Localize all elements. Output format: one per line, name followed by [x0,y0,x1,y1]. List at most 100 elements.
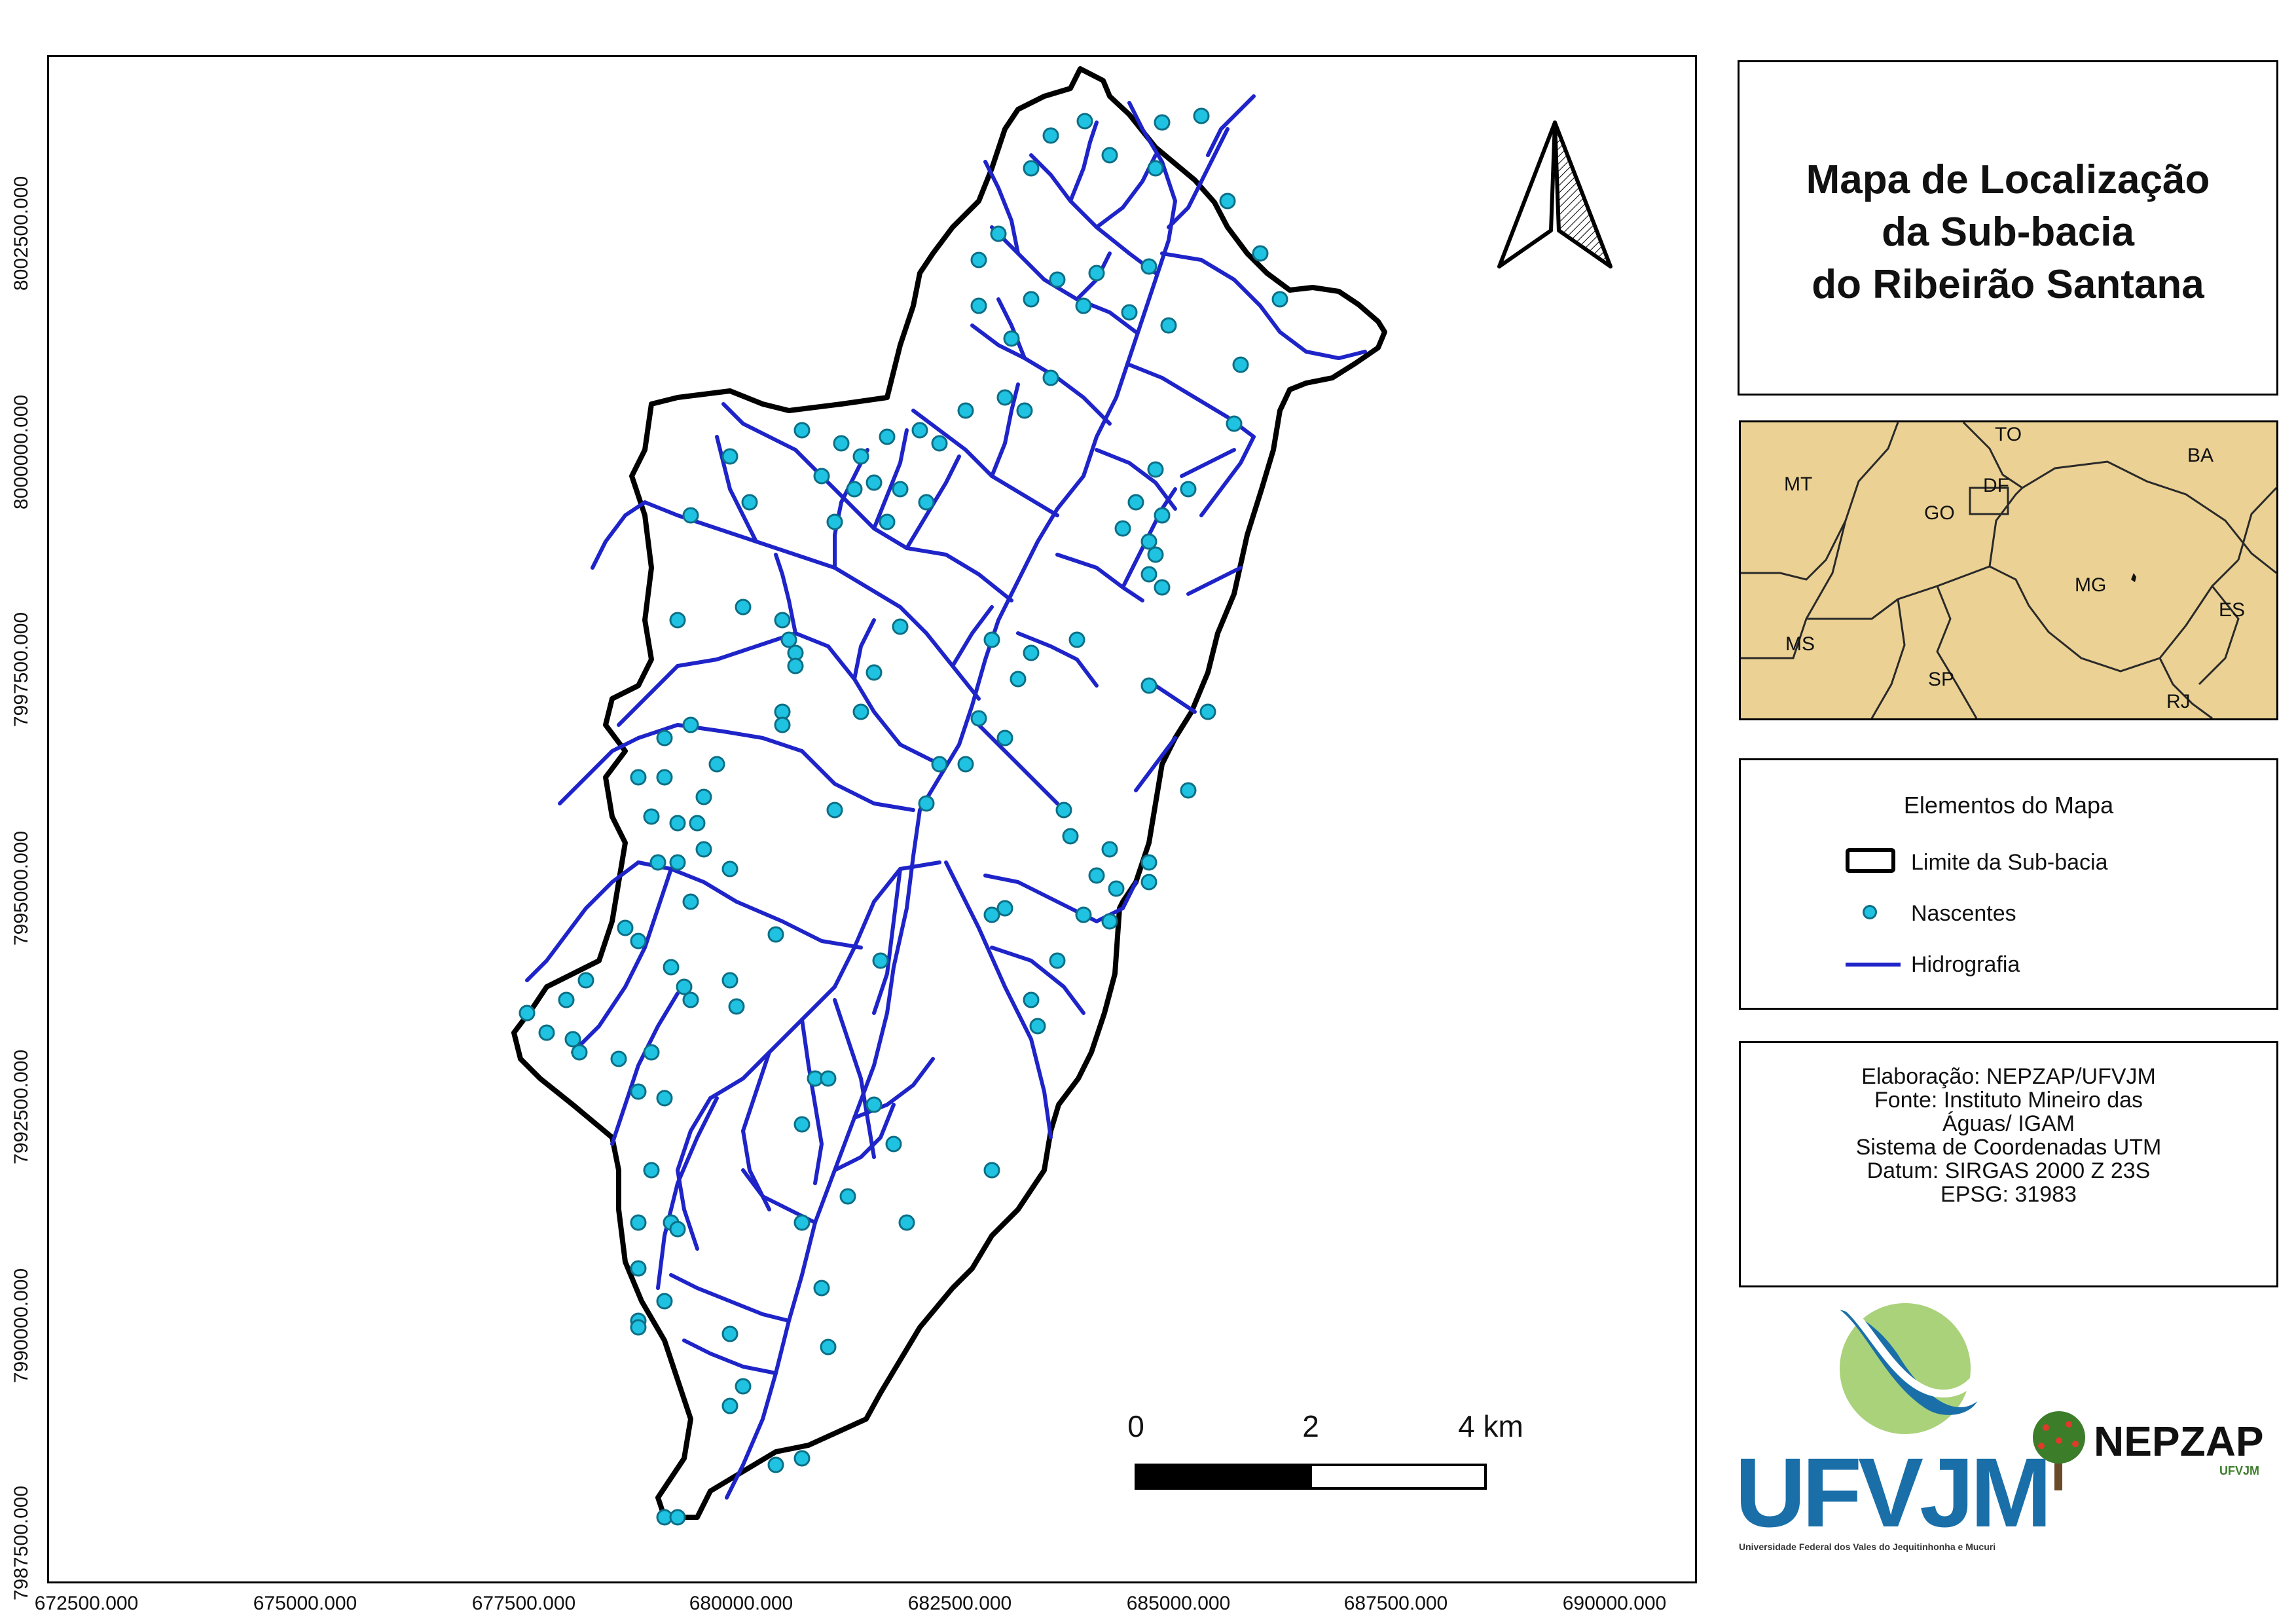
spring-symbol [1846,894,1901,933]
spring-point [1108,880,1125,897]
spring-point [682,893,699,910]
spring-point [793,1116,811,1133]
spring-point [911,422,928,439]
spring-point [656,1293,673,1310]
spring-point [1003,330,1020,347]
spring-point [793,1214,811,1231]
spring-point [931,435,948,452]
spring-point [1199,703,1216,720]
nepzap-logo: NEPZAP UFVJM [2023,1408,2272,1500]
legend-item-boundary: Limite da Sub-bacia [1846,843,2108,882]
state-label: GO [1924,502,1955,524]
spring-point [682,716,699,733]
spring-point [983,631,1000,648]
spring-point [669,612,686,629]
spring-point [721,860,738,877]
y-tick-label: 7995000.000 [10,830,32,946]
spring-point [1140,533,1157,550]
x-tick-label: 680000.000 [689,1593,793,1614]
state-label: RJ [2166,691,2191,712]
spring-point [1101,147,1118,164]
spring-point [630,1319,647,1336]
spring-point [852,703,869,720]
scale-bar [1135,1464,1487,1490]
x-tick-label: 672500.000 [34,1593,139,1614]
state-label: MS [1785,633,1815,655]
spring-point [669,854,686,871]
spring-point [970,710,987,727]
spring-point [1029,1018,1046,1035]
y-tick-label: 7997500.000 [10,612,32,727]
spring-point [741,494,758,511]
spring-point [656,769,673,786]
spring-point [643,808,660,825]
credit-line: EPSG: 31983 [1941,1182,2077,1207]
spring-point [708,756,725,773]
north-arrow-icon [1497,120,1613,268]
spring-point [1023,160,1040,177]
spring-point [1219,193,1236,210]
spring-point [610,1050,627,1067]
state-label: MG [2075,574,2107,596]
x-tick-label: 677500.000 [471,1593,576,1614]
state-borders [1741,422,2276,718]
legend: Elementos do Mapa Limite da Sub-bacia Na… [1739,758,2278,1010]
springs [519,107,1288,1526]
spring-point [1147,160,1164,177]
spring-point [1088,265,1105,282]
spring-point [852,448,869,465]
credit-line: Sistema de Coordenadas UTM [1855,1135,2162,1160]
credit-line: Fonte: Instituto Mineiro das [1874,1088,2143,1113]
spring-point [820,1338,837,1356]
spring-point [813,468,830,485]
spring-point [721,1397,738,1414]
spring-point [990,225,1007,242]
spring-point [918,795,935,812]
spring-point [898,1214,915,1231]
location-inset-map: TO BA MT DF GO MG ES MS SP RJ [1739,420,2278,720]
state-label: TO [1995,424,2022,445]
spring-point [1193,107,1210,124]
spring-point [649,854,666,871]
spring-point [1140,874,1157,891]
spring-point [1226,415,1243,432]
map-title: Mapa de Localização da Sub-bacia do Ribe… [1740,154,2276,311]
spring-point [1049,271,1066,288]
legend-item-springs: Nascentes [1846,894,2016,933]
title-line: Mapa de Localização [1806,157,2210,202]
y-tick-label: 7987500.000 [10,1485,32,1600]
credit-line: Águas/ IGAM [1942,1111,2075,1136]
spring-point [1055,802,1072,819]
river-symbol [1846,945,1901,984]
nepzap-wordmark: NEPZAP [2094,1418,2264,1465]
basin-location-marker [2131,573,2136,582]
basin-boundary [511,66,1387,1520]
spring-point [571,1044,588,1061]
spring-point [721,972,738,989]
legend-label: Limite da Sub-bacia [1911,849,2108,875]
spring-point [1140,677,1157,694]
spring-point [630,932,647,950]
credits-box: Elaboração: NEPZAP/UFVJM Fonte: Institut… [1739,1041,2278,1287]
spring-point [1140,566,1157,583]
spring-point [617,919,634,936]
spring-point [846,481,863,498]
title-line: da Sub-bacia [1882,210,2134,255]
spring-point [892,618,909,635]
spring-point [519,1005,536,1022]
map-frame: 0 2 4 km [47,55,1697,1583]
scale-label-0: 0 [1127,1409,1144,1443]
spring-point [931,756,948,773]
spring-point [1127,494,1144,511]
spring-point [826,513,843,530]
spring-point [774,612,791,629]
spring-point [695,841,712,858]
spring-point [774,716,791,733]
spring-point [918,494,935,511]
spring-point [996,729,1013,747]
state-label: BA [2187,445,2214,466]
spring-point [996,900,1013,917]
x-tick-label: 682500.000 [907,1593,1012,1614]
spring-point [1154,507,1171,524]
legend-item-hydrography: Hidrografia [1846,945,2020,984]
